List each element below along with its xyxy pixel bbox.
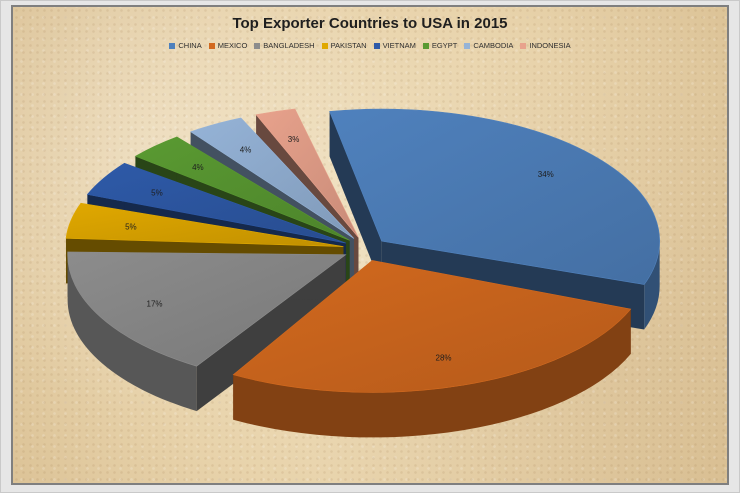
pie-chart: 34% 28% 17% 5% 5% 4% 4% 3% [65, 108, 660, 438]
legend-label: MEXICO [217, 41, 248, 50]
data-label-pakistan: 5% [125, 222, 137, 231]
legend-item-cambodia: CAMBODIA [464, 41, 513, 50]
chart-legend: CHINA MEXICO BANGLADESH PAKISTAN VIETNAM EGYP… [13, 41, 727, 50]
legend-label: BANGLADESH [263, 41, 315, 50]
legend-item-mexico: MEXICO [208, 41, 248, 50]
legend-item-vietnam: VIETNAM [373, 41, 416, 50]
slice-top [189, 117, 355, 239]
legend-item-china: CHINA [169, 41, 202, 50]
slice-rim [233, 309, 631, 438]
legend-swatch [464, 42, 471, 49]
legend-item-bangladesh: BANGLADESH [254, 41, 315, 50]
slice-top [86, 162, 346, 244]
data-label-cambodia: 4% [240, 145, 252, 154]
legend-label: INDONESIA [529, 41, 571, 50]
legend-label: CHINA [178, 41, 202, 50]
legend-item-pakistan: PAKISTAN [321, 41, 367, 50]
data-label-china: 34% [538, 170, 554, 179]
legend-swatch [321, 42, 328, 49]
data-label-vietnam: 5% [151, 189, 163, 198]
data-label-egypt: 4% [192, 163, 204, 172]
chart-title: Top Exporter Countries to USA in 2015 [232, 15, 508, 32]
legend-swatch [169, 42, 176, 49]
slice-top [255, 108, 359, 238]
legend-label: VIETNAM [382, 41, 416, 50]
legend-swatch [520, 42, 527, 49]
data-label-bangladesh: 17% [147, 299, 163, 308]
legend-swatch [422, 42, 429, 49]
legend-label: EGYPT [431, 41, 458, 50]
slice-top [65, 202, 344, 247]
legend-item-egypt: EGYPT [422, 41, 458, 50]
slice-top [67, 251, 347, 367]
slice-bangladesh [67, 251, 347, 412]
slice-rim [67, 254, 197, 412]
legend-swatch [254, 42, 261, 49]
slice-top [232, 260, 632, 393]
slice-wall [329, 111, 382, 287]
data-label-mexico: 28% [436, 354, 452, 363]
legend-label: CAMBODIA [473, 41, 514, 50]
legend-swatch [208, 42, 215, 49]
slice-top [134, 136, 350, 241]
data-label-indonesia: 3% [288, 135, 300, 144]
slice-mexico [232, 260, 632, 438]
legend-swatch [373, 42, 380, 49]
chart-area: 34% 28% 17% 5% 5% 4% 4% 3% Top Exporter Countri… [11, 5, 729, 485]
slice-top [329, 108, 660, 285]
legend-item-indonesia: INDONESIA [520, 41, 571, 50]
legend-label: PAKISTAN [330, 41, 367, 50]
